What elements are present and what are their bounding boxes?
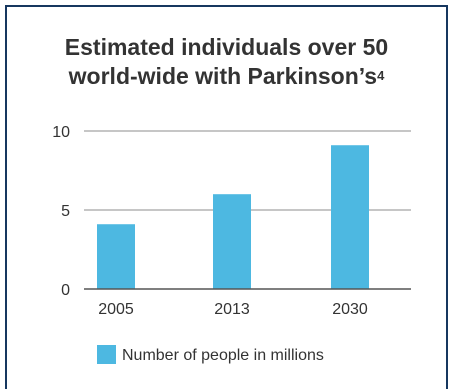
legend-swatch [97,345,116,364]
y-tick-label-0: 0 [61,282,70,299]
chart-title-line-2: world-wide with Parkinson’s [68,63,378,89]
chart-title-footnote: 4 [377,68,385,83]
x-tick-label-2013: 2013 [214,301,250,318]
y-tick-label-10: 10 [52,124,70,141]
x-tick-label-2005: 2005 [98,301,134,318]
chart-frame [5,5,448,389]
chart-title: Estimated individuals over 50 world-wide… [5,33,448,91]
y-tick-label-5: 5 [61,203,70,220]
bar-2005 [97,224,135,289]
legend-label: Number of people in millions [122,347,324,364]
chart-title-line-1: Estimated individuals over 50 [64,34,389,60]
bar-2013 [213,194,251,289]
bar-2030 [331,145,369,289]
x-tick-label-2030: 2030 [332,301,368,318]
